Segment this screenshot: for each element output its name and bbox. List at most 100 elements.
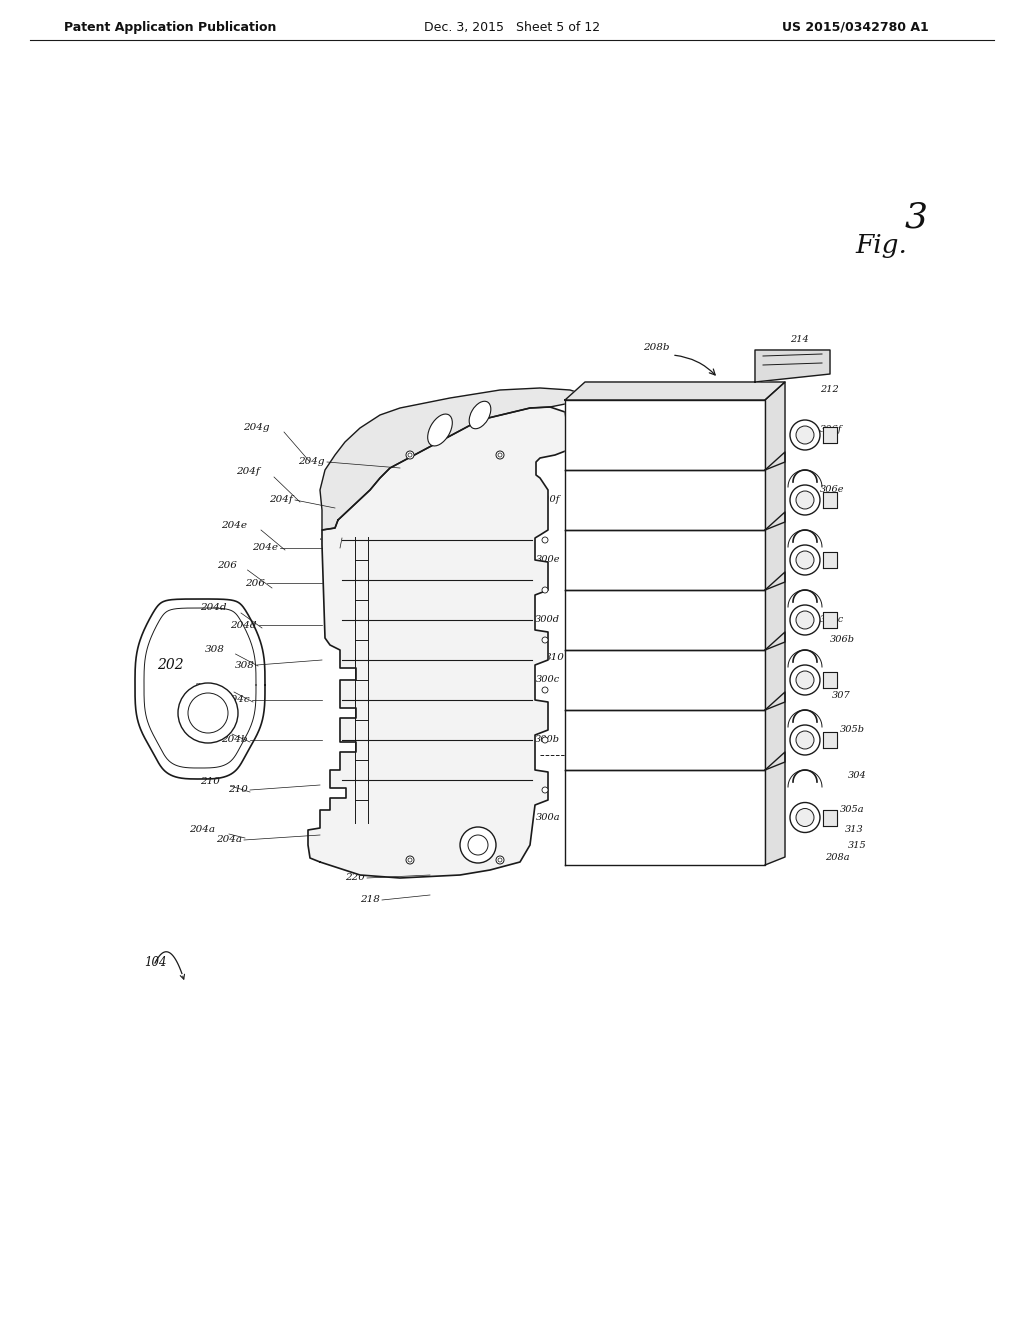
Polygon shape (565, 470, 765, 531)
Polygon shape (319, 388, 595, 531)
Circle shape (542, 587, 548, 593)
Circle shape (498, 858, 502, 862)
Text: 316b: 316b (666, 685, 689, 694)
Polygon shape (565, 710, 765, 770)
Polygon shape (823, 426, 837, 444)
Circle shape (408, 858, 412, 862)
Text: US 2015/0342780 A1: US 2015/0342780 A1 (781, 21, 929, 33)
Text: 300g: 300g (535, 430, 560, 440)
Text: 305b: 305b (840, 726, 865, 734)
Circle shape (796, 491, 814, 510)
Text: 208a: 208a (825, 854, 850, 862)
Circle shape (542, 787, 548, 793)
Text: 313: 313 (845, 825, 864, 834)
Circle shape (188, 693, 228, 733)
Text: 301c: 301c (718, 631, 740, 639)
Text: 220: 220 (345, 874, 365, 883)
Text: 216: 216 (800, 360, 819, 370)
Text: 304: 304 (848, 771, 866, 780)
Polygon shape (823, 672, 837, 688)
Polygon shape (755, 350, 830, 381)
Text: 326: 326 (660, 718, 677, 727)
Text: 300a: 300a (536, 813, 560, 822)
Polygon shape (565, 590, 765, 649)
Text: 305c: 305c (820, 615, 844, 624)
Text: 308: 308 (205, 644, 225, 653)
Circle shape (460, 828, 496, 863)
Text: 300f: 300f (680, 474, 700, 483)
Polygon shape (565, 531, 765, 590)
Text: 316f: 316f (685, 430, 706, 440)
Polygon shape (765, 632, 785, 710)
Polygon shape (565, 649, 765, 710)
Text: 204b: 204b (221, 735, 248, 744)
Text: 300c: 300c (668, 626, 690, 635)
Text: 3: 3 (905, 201, 928, 235)
Text: 308: 308 (236, 660, 255, 669)
Text: 204f: 204f (269, 495, 293, 504)
Text: 306b: 306b (830, 635, 855, 644)
Text: 212: 212 (820, 385, 839, 395)
Text: 301e: 301e (724, 531, 746, 540)
Polygon shape (823, 612, 837, 628)
Circle shape (178, 682, 238, 743)
Text: 300c: 300c (536, 676, 560, 685)
Text: 316d: 316d (675, 578, 698, 587)
Circle shape (790, 665, 820, 696)
Text: 310: 310 (321, 533, 340, 543)
Text: 206: 206 (217, 561, 237, 569)
Text: 315: 315 (848, 841, 866, 850)
Circle shape (796, 671, 814, 689)
Circle shape (542, 686, 548, 693)
Circle shape (406, 855, 414, 865)
Text: 218: 218 (360, 895, 380, 904)
Text: 204c: 204c (195, 682, 220, 692)
Text: 306f: 306f (820, 425, 843, 434)
Circle shape (796, 426, 814, 444)
Text: 306e: 306e (820, 486, 845, 495)
Polygon shape (765, 692, 785, 770)
Text: 302e: 302e (736, 540, 759, 549)
Text: 314c: 314c (746, 581, 768, 590)
Circle shape (542, 537, 548, 543)
Text: 300e: 300e (678, 525, 700, 535)
Polygon shape (765, 512, 785, 590)
Text: 204d: 204d (201, 603, 227, 612)
Text: 202: 202 (157, 657, 183, 672)
Circle shape (790, 725, 820, 755)
Text: 204e: 204e (221, 520, 247, 529)
Text: 328: 328 (660, 705, 677, 714)
Text: 104: 104 (143, 957, 166, 969)
Circle shape (796, 808, 814, 826)
Ellipse shape (428, 414, 453, 446)
Text: 204f: 204f (237, 467, 260, 477)
Text: 300d: 300d (670, 565, 693, 574)
Text: 314e: 314e (748, 474, 771, 483)
Circle shape (790, 803, 820, 833)
Circle shape (790, 545, 820, 576)
Text: 214: 214 (790, 335, 809, 345)
Text: 208b: 208b (643, 342, 670, 351)
Text: 307: 307 (831, 690, 851, 700)
Polygon shape (765, 381, 785, 470)
Text: 204g: 204g (299, 458, 325, 466)
Text: Fig.: Fig. (855, 232, 907, 257)
Text: Patent Application Publication: Patent Application Publication (63, 21, 276, 33)
Circle shape (790, 420, 820, 450)
Polygon shape (765, 572, 785, 649)
Circle shape (796, 550, 814, 569)
Polygon shape (823, 552, 837, 568)
Text: 301g: 301g (730, 417, 753, 426)
Polygon shape (308, 407, 568, 878)
Text: 305a: 305a (840, 805, 864, 814)
Circle shape (468, 836, 488, 855)
Text: 301b: 301b (715, 681, 738, 689)
Text: 204g: 204g (244, 422, 270, 432)
Text: 204e: 204e (252, 544, 278, 553)
Polygon shape (823, 733, 837, 748)
Polygon shape (565, 381, 785, 400)
Polygon shape (765, 752, 785, 865)
Polygon shape (565, 400, 765, 470)
Text: 210: 210 (228, 785, 248, 795)
Polygon shape (565, 770, 765, 865)
